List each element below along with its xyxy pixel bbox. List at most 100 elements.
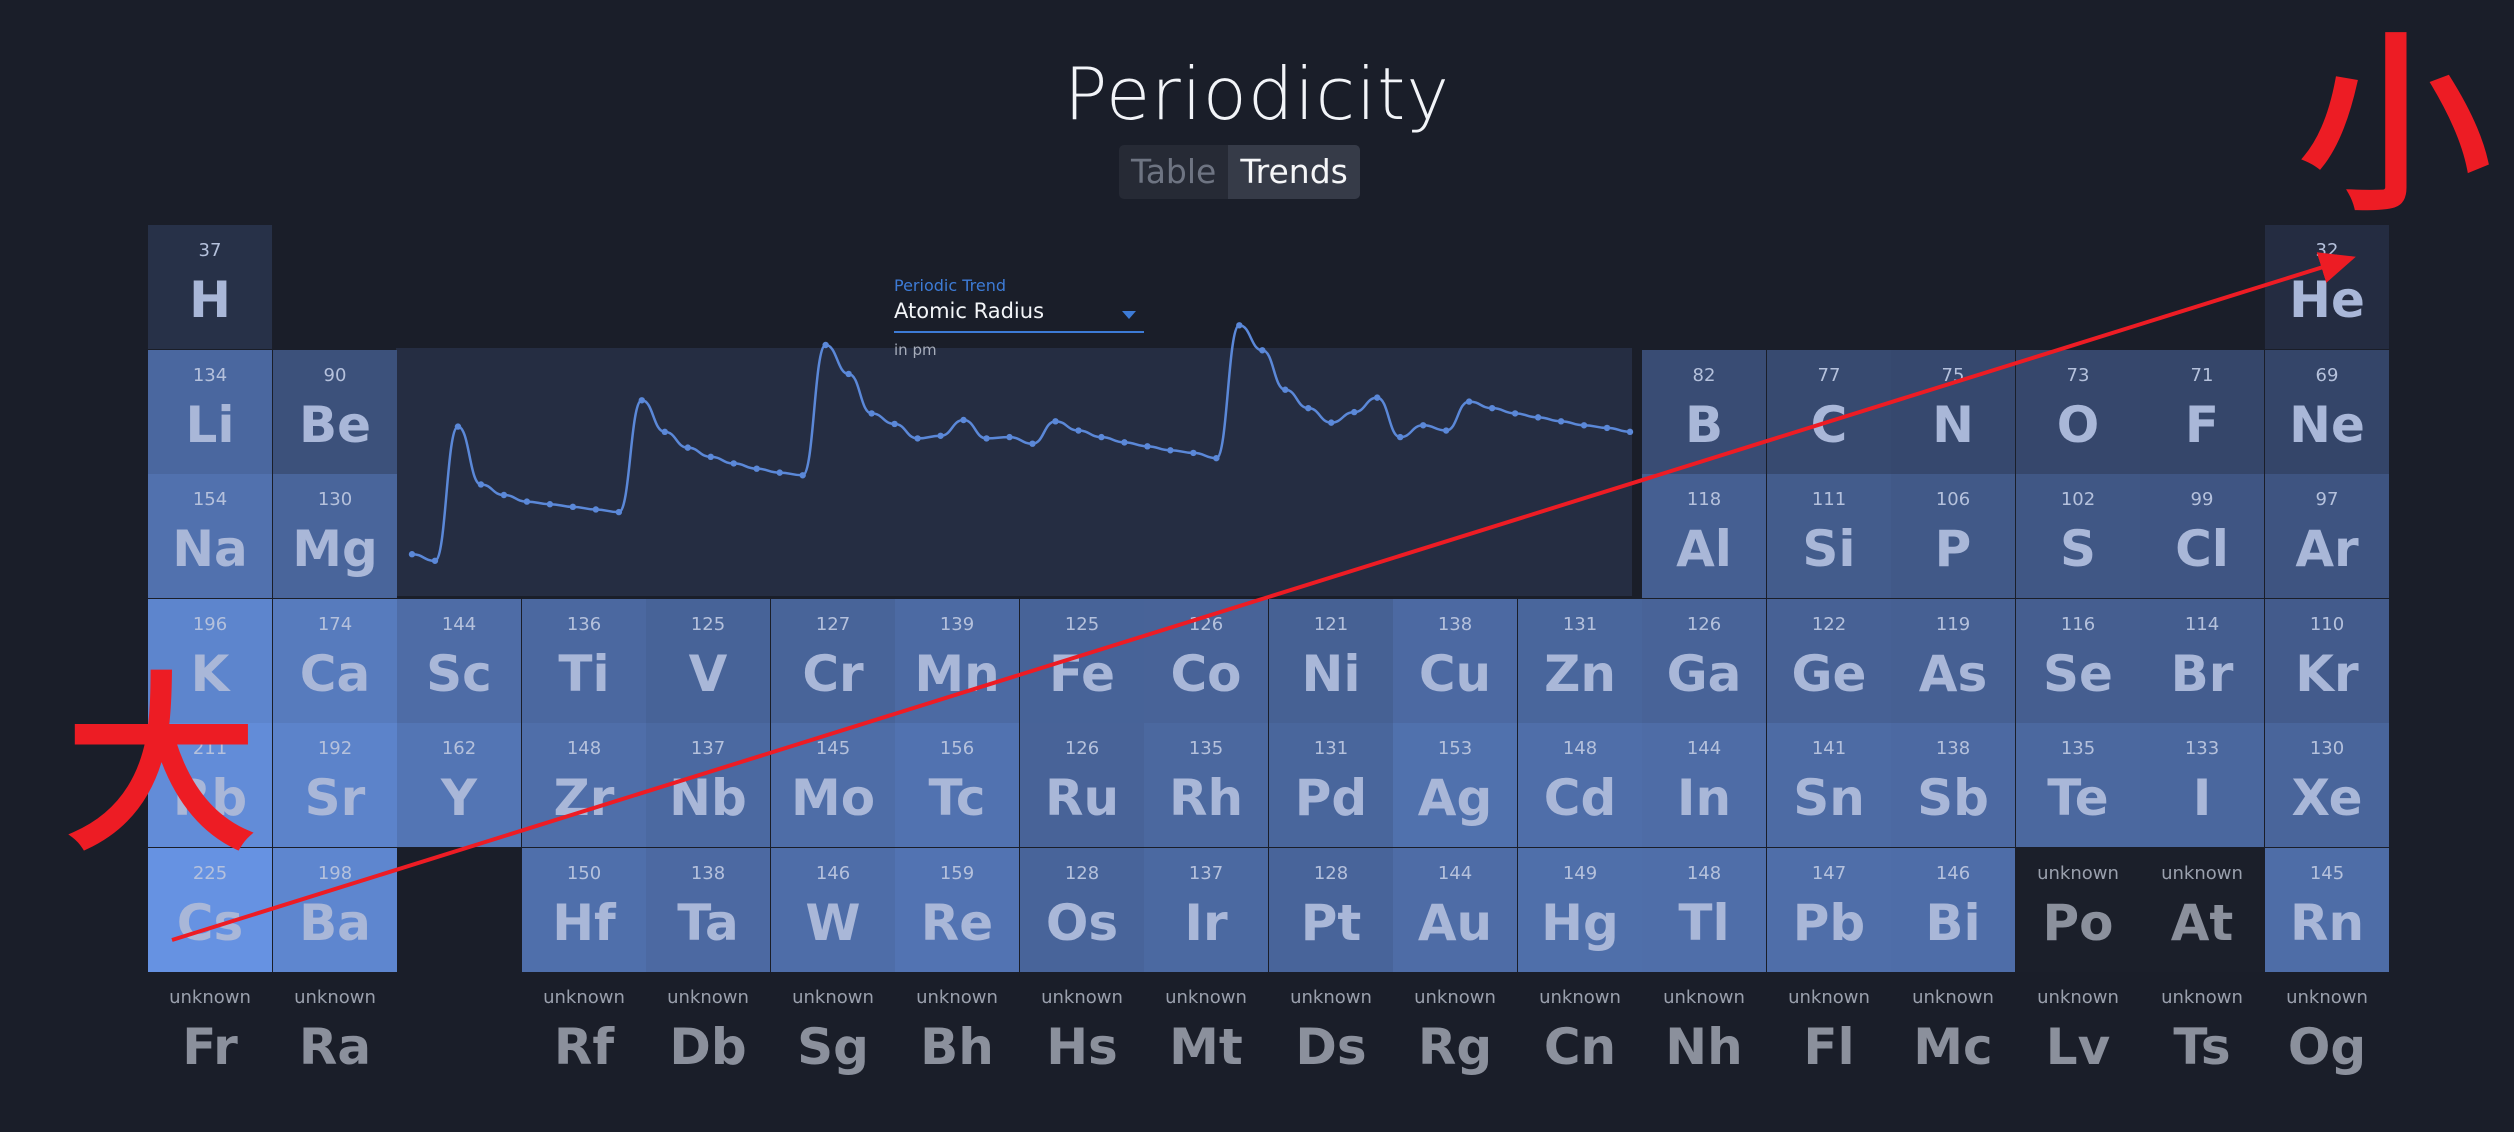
element-cell-lv[interactable]: unknown Lv [2016,972,2140,1096]
element-cell-w[interactable]: 146 W [771,848,895,972]
element-cell-bh[interactable]: unknown Bh [895,972,1019,1096]
trend-select[interactable]: Atomic Radius [894,299,1144,333]
element-cell-rn[interactable]: 145 Rn [2265,848,2389,972]
element-cell-ru[interactable]: 126 Ru [1020,723,1144,847]
element-cell-in[interactable]: 144 In [1642,723,1766,847]
element-cell-fl[interactable]: unknown Fl [1767,972,1891,1096]
trend-point-nb[interactable] [1328,419,1335,426]
trend-point-ni[interactable] [1029,440,1036,447]
element-cell-cl[interactable]: 99 Cl [2140,474,2264,598]
element-cell-ts[interactable]: unknown Ts [2140,972,2264,1096]
tab-trends[interactable]: Trends [1228,145,1360,199]
element-cell-ga[interactable]: 126 Ga [1642,599,1766,723]
element-cell-ni[interactable]: 121 Ni [1269,599,1393,723]
element-cell-hs[interactable]: unknown Hs [1020,972,1144,1096]
trend-point-al[interactable] [684,444,691,451]
element-cell-as[interactable]: 119 As [1891,599,2015,723]
trend-point-he[interactable] [431,557,439,564]
trend-point-ne[interactable] [615,508,623,516]
element-cell-li[interactable]: 134 Li [148,350,272,474]
trend-point-f[interactable] [592,506,600,513]
element-cell-si[interactable]: 111 Si [1767,474,1891,598]
element-cell-cs[interactable]: 225 Cs [148,848,272,972]
element-cell-o[interactable]: 73 O [2016,350,2140,474]
trend-point-ag[interactable] [1465,398,1473,405]
element-cell-rg[interactable]: unknown Rg [1393,972,1517,1096]
trend-point-in[interactable] [1511,410,1519,417]
trend-selector[interactable]: Periodic Trend Atomic Radius in pm [894,276,1144,359]
trend-point-mn[interactable] [960,416,967,424]
element-cell-tc[interactable]: 156 Tc [895,723,1019,847]
element-cell-pt[interactable]: 128 Pt [1269,848,1393,972]
element-cell-ar[interactable]: 97 Ar [2265,474,2389,598]
element-cell-cr[interactable]: 127 Cr [771,599,895,723]
trend-point-o[interactable] [569,503,577,511]
trend-point-br[interactable] [1190,449,1197,457]
trend-point-mg[interactable] [661,428,668,436]
element-cell-og[interactable]: unknown Og [2265,972,2389,1096]
trend-point-ar[interactable] [799,472,806,479]
element-cell-au[interactable]: 144 Au [1393,848,1517,972]
element-cell-rh[interactable]: 135 Rh [1144,723,1268,847]
trend-point-s[interactable] [753,465,760,472]
element-cell-ca[interactable]: 174 Ca [273,599,397,723]
trend-point-pd[interactable] [1442,427,1450,434]
element-cell-os[interactable]: 128 Os [1020,848,1144,972]
trend-point-fe[interactable] [983,435,990,442]
element-cell-b[interactable]: 82 B [1642,350,1766,474]
trend-point-na[interactable] [638,397,646,404]
trend-point-h[interactable] [408,551,416,558]
element-cell-ba[interactable]: 198 Ba [273,848,397,972]
trend-point-te[interactable] [1580,422,1588,429]
trend-point-rh[interactable] [1419,422,1427,429]
element-cell-ra[interactable]: unknown Ra [273,972,397,1096]
trend-point-i[interactable] [1603,424,1611,432]
trend-point-sb[interactable] [1557,418,1565,425]
element-cell-h[interactable]: 37 H [148,225,272,349]
trend-point-co[interactable] [1006,433,1013,441]
element-cell-cd[interactable]: 148 Cd [1518,723,1642,847]
chevron-down-icon[interactable] [1122,311,1136,319]
element-cell-mt[interactable]: unknown Mt [1144,972,1268,1096]
trend-point-ti[interactable] [891,420,898,428]
element-cell-te[interactable]: 135 Te [2016,723,2140,847]
element-cell-br[interactable]: 114 Br [2140,599,2264,723]
element-cell-at[interactable]: unknown At [2140,848,2264,972]
element-cell-ge[interactable]: 122 Ge [1767,599,1891,723]
element-cell-nb[interactable]: 137 Nb [646,723,770,847]
trend-point-si[interactable] [707,453,714,461]
trend-point-xe[interactable] [1626,428,1634,436]
trend-point-k[interactable] [822,341,829,349]
element-cell-rb[interactable]: 211 Rb [148,723,272,847]
element-cell-pb[interactable]: 147 Pb [1767,848,1891,972]
element-cell-v[interactable]: 125 V [646,599,770,723]
trend-point-sc[interactable] [868,410,875,417]
trend-point-zn[interactable] [1075,427,1082,434]
element-cell-se[interactable]: 116 Se [2016,599,2140,723]
element-cell-sr[interactable]: 192 Sr [273,723,397,847]
trend-point-ru[interactable] [1396,433,1404,441]
element-cell-zn[interactable]: 131 Zn [1518,599,1642,723]
trend-point-sn[interactable] [1534,414,1542,421]
element-cell-mc[interactable]: unknown Mc [1891,972,2015,1096]
element-cell-fe[interactable]: 125 Fe [1020,599,1144,723]
element-cell-re[interactable]: 159 Re [895,848,1019,972]
element-cell-k[interactable]: 196 K [148,599,272,723]
element-cell-ti[interactable]: 136 Ti [522,599,646,723]
trend-point-v[interactable] [914,435,921,442]
element-cell-zr[interactable]: 148 Zr [522,723,646,847]
element-cell-rf[interactable]: unknown Rf [522,972,646,1096]
element-cell-cn[interactable]: unknown Cn [1518,972,1642,1096]
trend-point-sr[interactable] [1259,347,1266,354]
element-cell-mo[interactable]: 145 Mo [771,723,895,847]
trend-point-ga[interactable] [1098,433,1105,441]
element-cell-ag[interactable]: 153 Ag [1393,723,1517,847]
trend-point-cd[interactable] [1488,404,1496,412]
element-cell-i[interactable]: 133 I [2140,723,2264,847]
element-cell-xe[interactable]: 130 Xe [2265,723,2389,847]
element-cell-cu[interactable]: 138 Cu [1393,599,1517,723]
element-cell-pd[interactable]: 131 Pd [1269,723,1393,847]
element-cell-sb[interactable]: 138 Sb [1891,723,2015,847]
trend-point-kr[interactable] [1213,454,1220,462]
element-cell-po[interactable]: unknown Po [2016,848,2140,972]
